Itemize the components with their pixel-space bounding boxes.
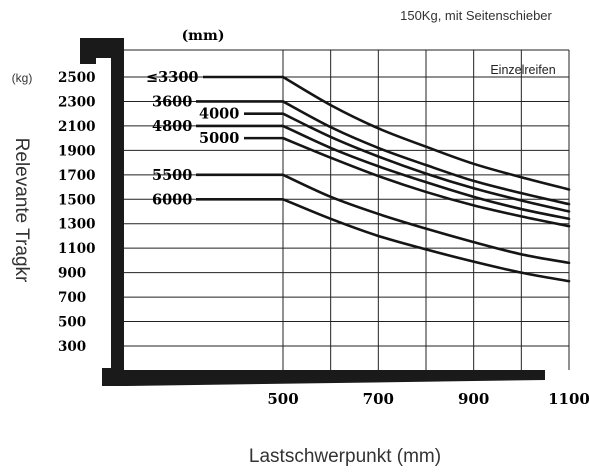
series-label: 6000 bbox=[152, 191, 192, 208]
y-axis-label: Relevante Tragkr bbox=[11, 138, 32, 283]
y-tick-label: 700 bbox=[58, 290, 86, 306]
y-tick-label: 1900 bbox=[58, 143, 96, 159]
series-group: ≤3300 3600 4000 4800 5000 5500 6000 bbox=[146, 69, 571, 283]
annotation-label: Einzelreifen bbox=[490, 63, 555, 77]
y-tick-label: 900 bbox=[58, 266, 86, 282]
series-line bbox=[281, 112, 571, 213]
chart-title: 150Kg, mit Seitenschieber bbox=[400, 8, 552, 23]
y-tick-label: 1100 bbox=[58, 241, 96, 257]
y-tick-label: 2300 bbox=[58, 94, 96, 110]
x-tick-label: 500 bbox=[267, 390, 298, 408]
x-tick-label: 1100 bbox=[548, 390, 589, 408]
series-label: 4000 bbox=[199, 106, 239, 123]
series-line bbox=[281, 136, 571, 228]
y-tick-label: 1500 bbox=[58, 192, 96, 208]
y-tick-label: 2500 bbox=[58, 70, 96, 86]
x-tick-label: 700 bbox=[363, 390, 394, 408]
x-tick-labels: 500 700 900 1100 bbox=[267, 390, 589, 408]
series-line bbox=[281, 197, 571, 283]
series-line bbox=[281, 173, 571, 265]
y-tick-label: 1700 bbox=[58, 168, 96, 184]
series-line bbox=[281, 100, 571, 206]
series-label: 5000 bbox=[199, 130, 239, 147]
y-tick-label: 2100 bbox=[58, 119, 96, 135]
series-label: 5500 bbox=[152, 167, 192, 184]
mast-silhouette bbox=[80, 38, 545, 386]
series-line bbox=[281, 124, 571, 221]
series-line bbox=[281, 75, 571, 191]
mast-upright bbox=[111, 55, 124, 383]
unit-top-label: (mm) bbox=[182, 28, 225, 44]
series-label: 3600 bbox=[152, 93, 192, 110]
series-label: 4800 bbox=[152, 118, 192, 135]
x-tick-label: 900 bbox=[458, 390, 489, 408]
series-label: ≤3300 bbox=[146, 69, 199, 86]
y-tick-label: 1300 bbox=[58, 217, 96, 233]
y-tick-label: 500 bbox=[58, 315, 86, 331]
y-tick-labels: 2500 2300 2100 1900 1700 1500 1300 1100 900 700 50… bbox=[58, 70, 96, 355]
x-axis-label: Lastschwerpunkt (mm) bbox=[249, 446, 441, 467]
unit-left-label: (kg) bbox=[12, 71, 33, 85]
fork-base bbox=[102, 368, 545, 386]
y-tick-label: 300 bbox=[58, 339, 86, 355]
